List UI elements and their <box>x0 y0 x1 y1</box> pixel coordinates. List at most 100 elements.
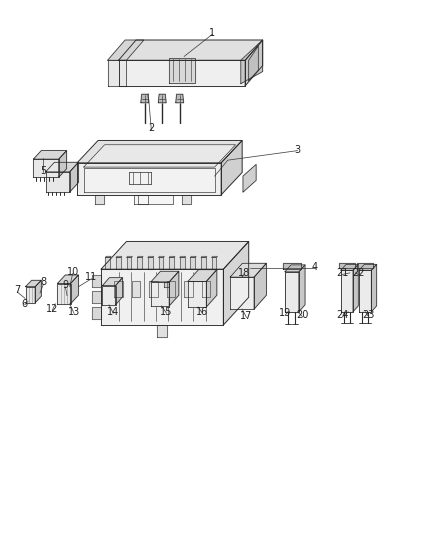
Polygon shape <box>59 151 67 177</box>
Polygon shape <box>359 264 377 270</box>
Polygon shape <box>33 159 59 177</box>
Text: 14: 14 <box>107 306 120 317</box>
Polygon shape <box>84 168 215 191</box>
Polygon shape <box>230 263 266 277</box>
Polygon shape <box>169 58 195 83</box>
Polygon shape <box>169 271 179 306</box>
Polygon shape <box>46 163 78 172</box>
Text: 12: 12 <box>46 304 58 314</box>
Polygon shape <box>176 94 184 103</box>
Polygon shape <box>148 257 153 269</box>
Polygon shape <box>151 282 169 306</box>
Text: 20: 20 <box>297 310 309 320</box>
Polygon shape <box>371 264 377 312</box>
Text: 16: 16 <box>196 306 208 317</box>
Polygon shape <box>119 60 245 86</box>
Text: 3: 3 <box>294 144 300 155</box>
Polygon shape <box>106 256 111 257</box>
Polygon shape <box>169 257 174 269</box>
Polygon shape <box>341 264 358 270</box>
Polygon shape <box>127 256 132 257</box>
Polygon shape <box>182 195 191 204</box>
Text: 19: 19 <box>279 308 292 318</box>
Polygon shape <box>77 141 242 163</box>
Polygon shape <box>299 265 305 312</box>
Polygon shape <box>159 257 163 269</box>
Polygon shape <box>353 264 358 312</box>
Text: 15: 15 <box>160 306 173 317</box>
Polygon shape <box>25 287 35 303</box>
Polygon shape <box>249 46 258 80</box>
Polygon shape <box>137 256 143 257</box>
Polygon shape <box>188 270 217 281</box>
Polygon shape <box>201 281 210 297</box>
Polygon shape <box>138 195 148 204</box>
Text: 1: 1 <box>209 28 215 38</box>
Polygon shape <box>102 286 116 305</box>
Polygon shape <box>46 172 70 192</box>
Polygon shape <box>285 272 299 312</box>
Polygon shape <box>141 94 149 103</box>
Polygon shape <box>57 284 71 304</box>
Polygon shape <box>148 256 154 257</box>
Polygon shape <box>157 325 167 337</box>
Polygon shape <box>180 256 186 257</box>
Polygon shape <box>191 256 196 257</box>
Polygon shape <box>180 257 184 269</box>
Polygon shape <box>102 278 123 286</box>
Polygon shape <box>119 40 263 60</box>
Polygon shape <box>223 241 249 325</box>
Polygon shape <box>151 271 179 282</box>
Polygon shape <box>127 257 131 269</box>
Polygon shape <box>92 275 101 287</box>
Polygon shape <box>95 195 104 204</box>
Polygon shape <box>164 282 169 287</box>
Text: 2: 2 <box>148 123 155 133</box>
Polygon shape <box>149 281 158 297</box>
Polygon shape <box>92 307 101 319</box>
Polygon shape <box>106 257 110 269</box>
Text: 9: 9 <box>62 280 68 290</box>
Text: 23: 23 <box>363 310 375 320</box>
Polygon shape <box>108 40 144 60</box>
Polygon shape <box>357 263 373 268</box>
Polygon shape <box>159 256 164 257</box>
Text: 18: 18 <box>238 268 250 278</box>
Polygon shape <box>70 163 78 192</box>
Polygon shape <box>77 163 221 195</box>
Text: 10: 10 <box>67 267 79 277</box>
Polygon shape <box>114 281 123 297</box>
Polygon shape <box>241 40 263 84</box>
Polygon shape <box>283 263 301 269</box>
Polygon shape <box>206 270 217 307</box>
Polygon shape <box>339 263 355 268</box>
Polygon shape <box>84 145 236 167</box>
Polygon shape <box>201 257 206 269</box>
Polygon shape <box>243 165 256 192</box>
Polygon shape <box>191 257 195 269</box>
Polygon shape <box>116 257 121 269</box>
Text: 13: 13 <box>68 306 80 317</box>
Text: 4: 4 <box>312 262 318 271</box>
Text: 5: 5 <box>40 166 46 176</box>
Polygon shape <box>25 280 41 287</box>
Polygon shape <box>212 256 217 257</box>
Polygon shape <box>158 94 166 103</box>
Polygon shape <box>212 257 216 269</box>
Polygon shape <box>116 278 123 305</box>
Polygon shape <box>245 40 263 86</box>
Text: 6: 6 <box>21 298 28 309</box>
Polygon shape <box>285 265 305 272</box>
Polygon shape <box>108 60 127 86</box>
Polygon shape <box>101 269 223 325</box>
Text: 17: 17 <box>240 311 253 321</box>
Polygon shape <box>132 281 141 297</box>
Text: 11: 11 <box>85 272 98 282</box>
Polygon shape <box>71 275 78 304</box>
Polygon shape <box>116 256 122 257</box>
Polygon shape <box>184 281 193 297</box>
Polygon shape <box>201 256 207 257</box>
Text: 21: 21 <box>336 268 348 278</box>
Polygon shape <box>166 281 175 297</box>
Polygon shape <box>57 275 78 284</box>
